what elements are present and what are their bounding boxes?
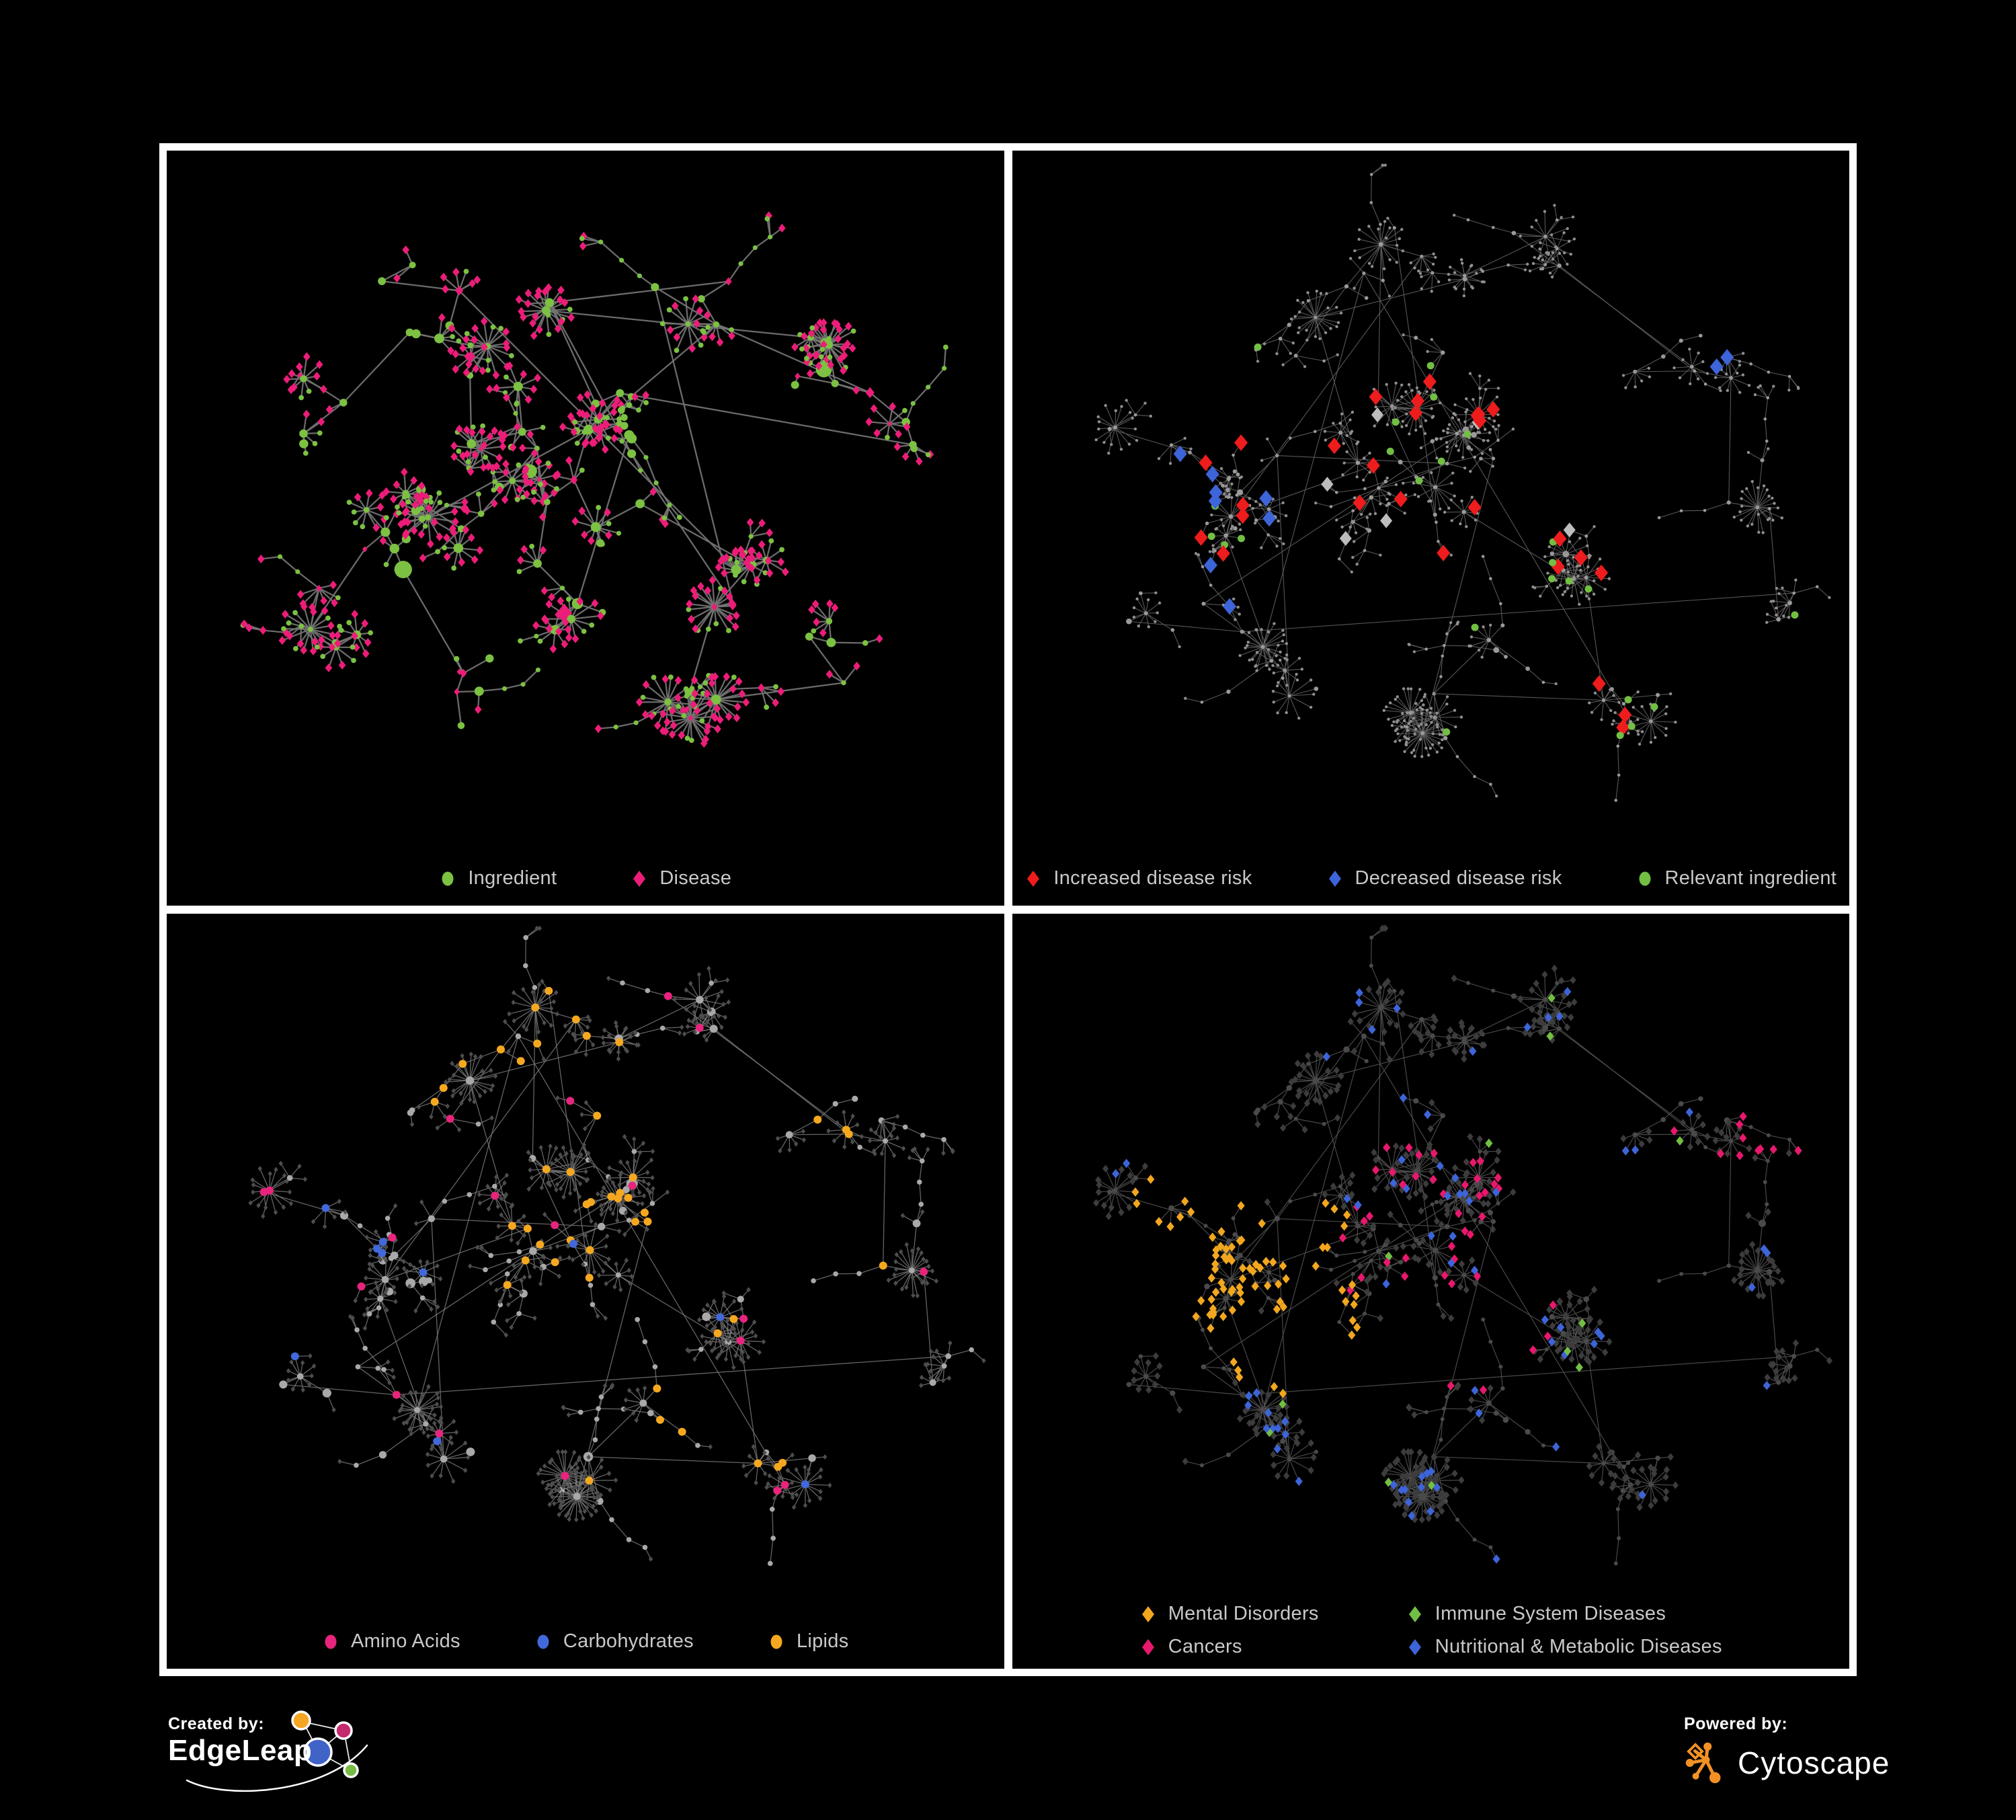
legend-marker-circle [1639, 871, 1651, 885]
legend-item: Decreased disease risk [1326, 867, 1562, 889]
nutrient-class-network-graph [248, 925, 986, 1567]
created-by-label: Created by: [168, 1714, 265, 1733]
legend-marker-diamond [1027, 870, 1040, 887]
powered-by-block: Powered by: Cytoscape [1684, 1714, 1890, 1786]
legend-item: Relevant ingredient [1636, 867, 1837, 889]
cytoscape-logo [1685, 1742, 1721, 1784]
legend-marker-circle [325, 1634, 337, 1649]
legend-label: Lipids [796, 1630, 849, 1652]
powered-by-label: Powered by: [1684, 1714, 1788, 1733]
legend-item: Carbohydrates [534, 1630, 694, 1653]
ingredient-disease-network-graph [240, 211, 949, 748]
disease-risk-network-graph [1094, 163, 1831, 802]
legend-marker-circle [442, 871, 454, 885]
legend-marker-circle [537, 1634, 549, 1649]
legend-label: Relevant ingredient [1664, 867, 1837, 889]
panel-nutrient-classes: Amino Acids Carbohydrates Lipids [163, 910, 1008, 1672]
legend-marker-circle [770, 1634, 782, 1649]
legend-label: Carbohydrates [563, 1630, 694, 1652]
legend-item: Ingredient [439, 867, 557, 889]
legend-marker-diamond [1141, 1638, 1154, 1655]
legend-label: Nutritional & Metabolic Diseases [1435, 1636, 1722, 1657]
legend-item: Immune System Diseases [1406, 1603, 1722, 1625]
legend-label: Amino Acids [350, 1630, 460, 1652]
created-by-block: Created by: EdgeLeap [168, 1714, 312, 1768]
panel-disease-categories: Mental Disorders Immune System Diseases Ca… [1008, 910, 1853, 1672]
legend-label: Mental Disorders [1168, 1603, 1319, 1624]
legend-label: Decreased disease risk [1355, 867, 1562, 889]
cytoscape-wordmark: Cytoscape [1738, 1745, 1890, 1780]
legend-item: Disease [631, 867, 731, 889]
legend-marker-diamond [1408, 1638, 1421, 1655]
figure-grid: Ingredient Disease Increased disease risk… [159, 143, 1857, 1676]
legend-label: Immune System Diseases [1435, 1603, 1666, 1624]
disease-category-legend: Mental Disorders Immune System Diseases Ca… [1012, 1603, 1850, 1658]
edgeleap-wordmark: EdgeLeap [168, 1734, 313, 1767]
nutrient-class-legend: Amino Acids Carbohydrates Lipids [167, 1630, 1004, 1653]
legend-marker-diamond [633, 870, 646, 887]
legend-label: Cancers [1168, 1636, 1242, 1657]
legend-marker-diamond [1408, 1606, 1421, 1622]
legend-item: Nutritional & Metabolic Diseases [1406, 1636, 1722, 1658]
edgeleap-logo [186, 1710, 368, 1792]
legend-label: Disease [659, 867, 732, 889]
legend-item: Increased disease risk [1024, 867, 1252, 889]
legend-label: Increased disease risk [1053, 867, 1252, 889]
disease-risk-legend: Increased disease risk Decreased disease … [1012, 867, 1850, 889]
legend-item: Cancers [1139, 1636, 1319, 1658]
legend-item: Lipids [768, 1630, 849, 1653]
disease-category-network-graph [1092, 924, 1832, 1566]
panel-ingredient-disease: Ingredient Disease [163, 147, 1008, 909]
legend-label: Ingredient [468, 867, 557, 889]
legend-marker-diamond [1328, 870, 1341, 887]
legend-item: Amino Acids [322, 1630, 460, 1653]
legend-item: Mental Disorders [1139, 1603, 1319, 1625]
panel-disease-risk: Increased disease risk Decreased disease … [1008, 147, 1853, 909]
ingredient-disease-legend: Ingredient Disease [167, 867, 1004, 889]
legend-marker-diamond [1141, 1606, 1154, 1622]
